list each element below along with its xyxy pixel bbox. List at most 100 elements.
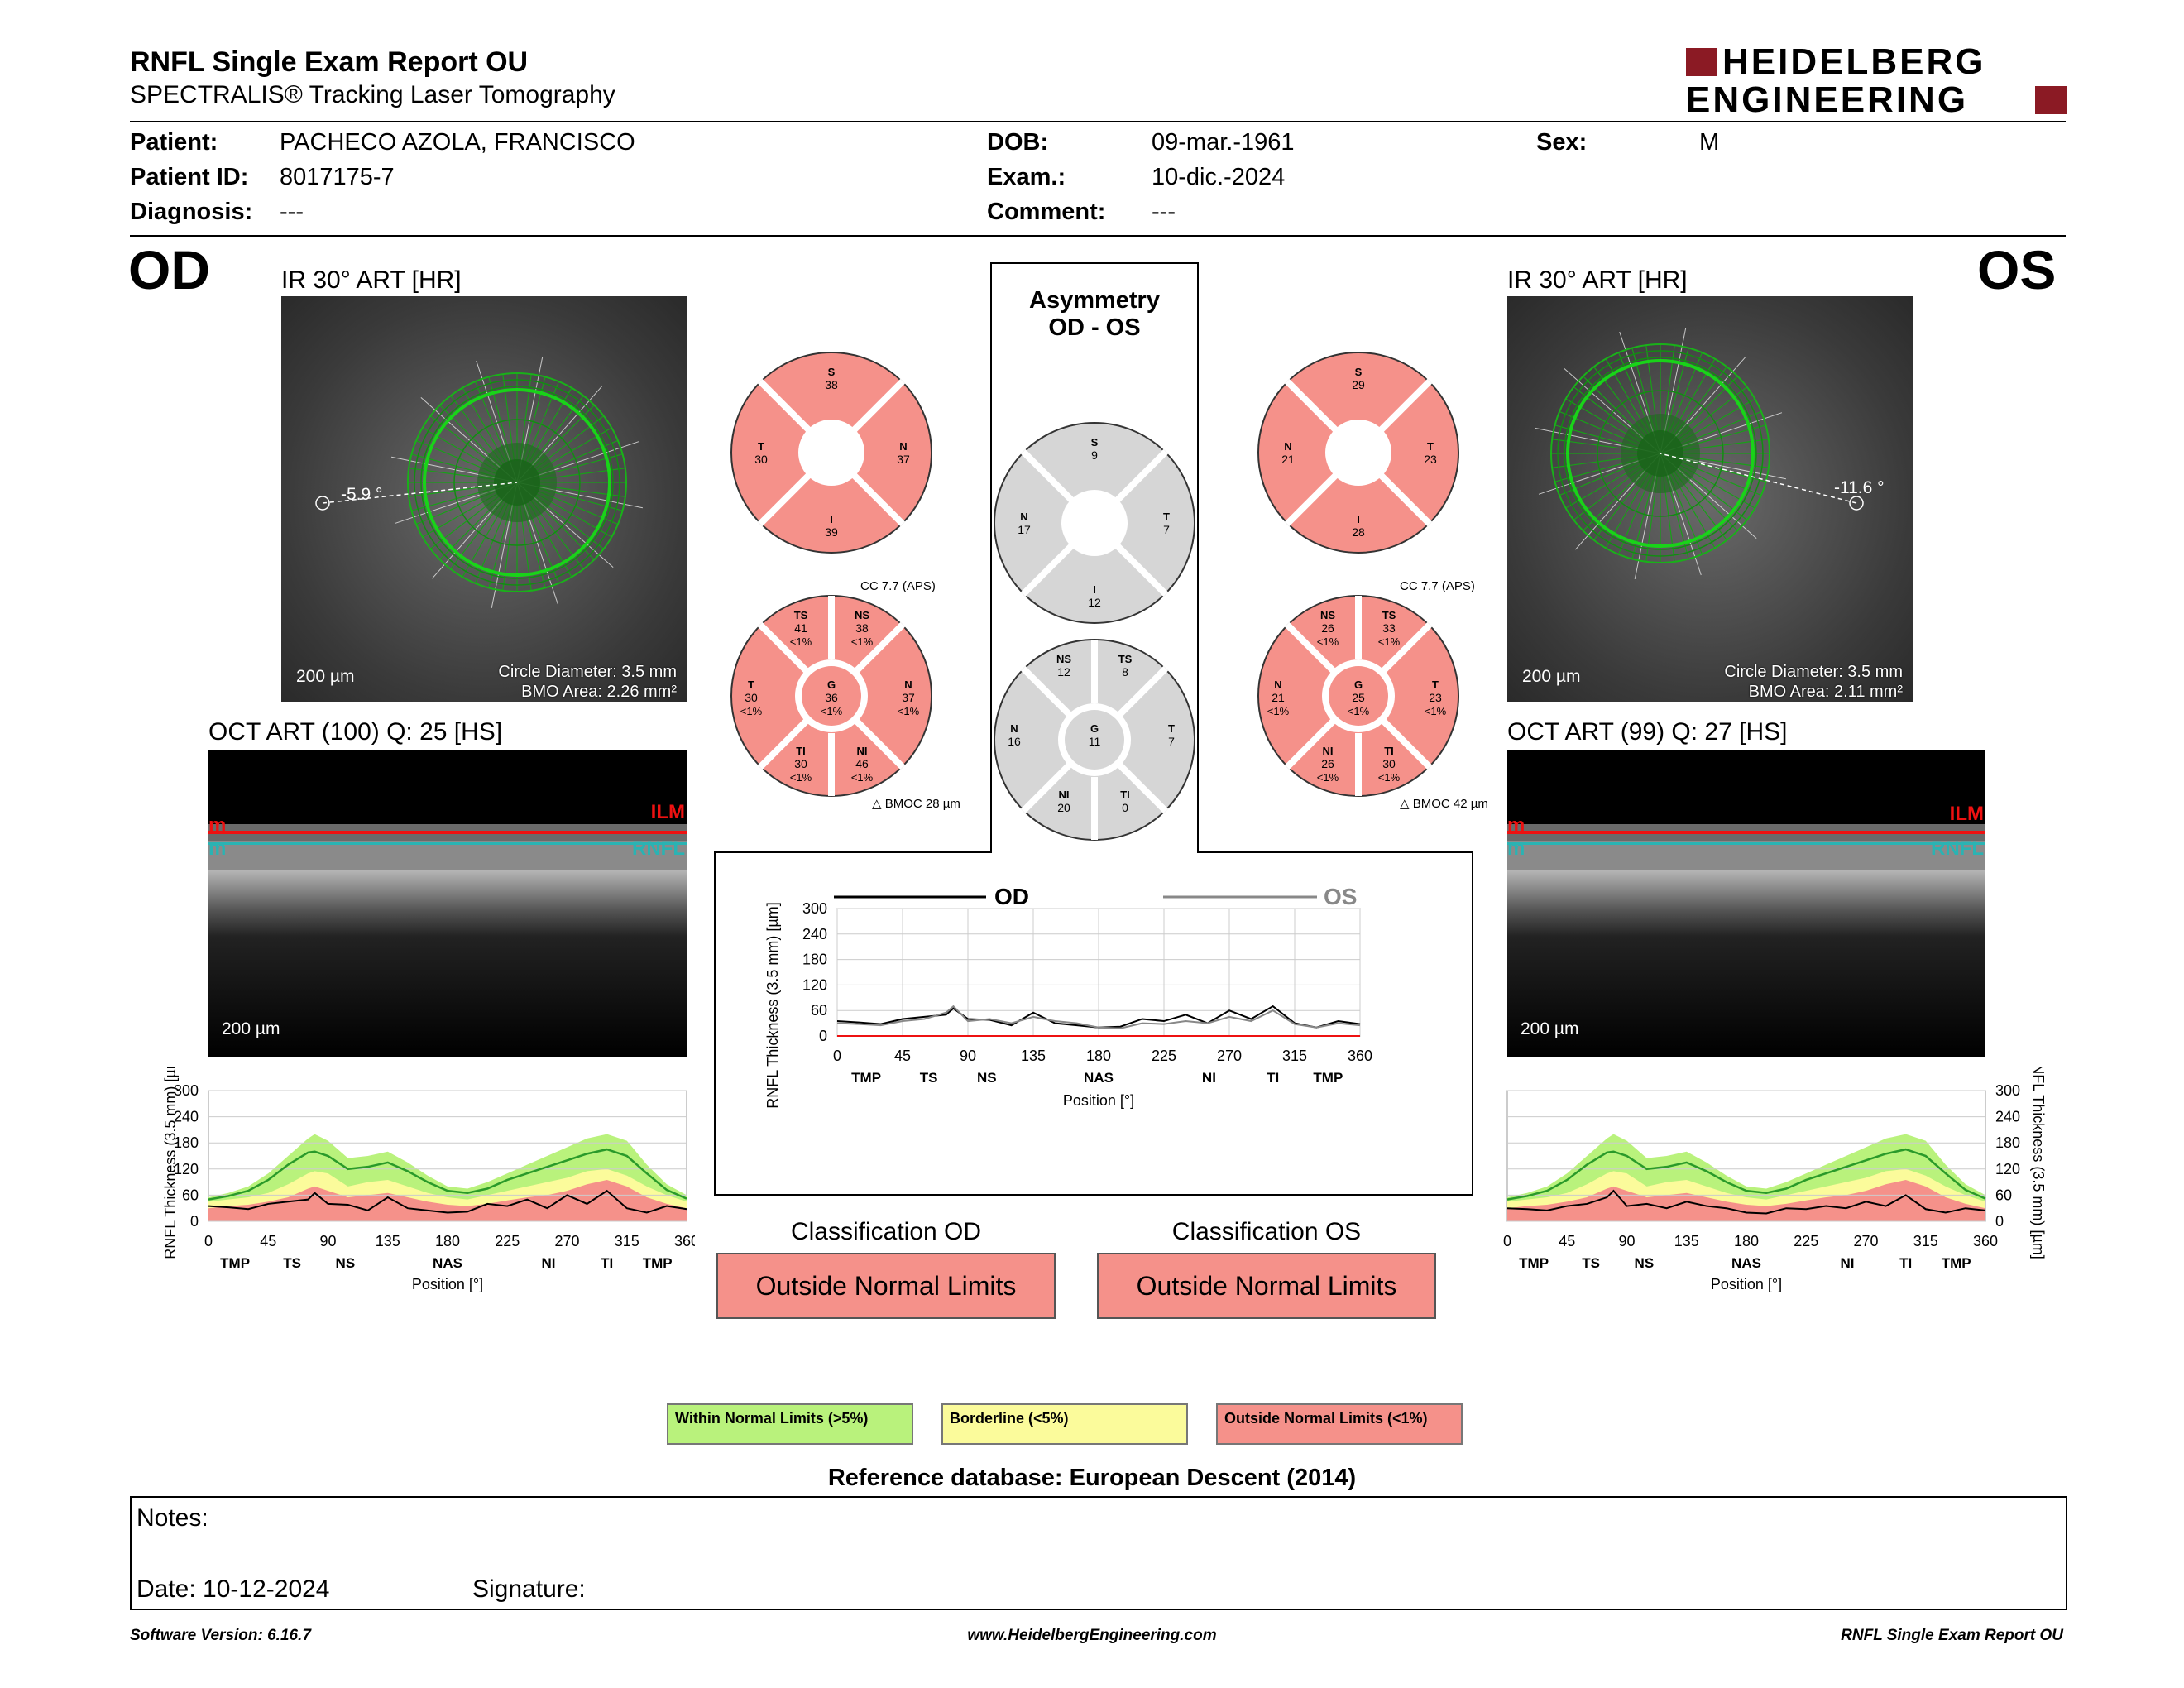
sector-value-TS: 41 [794,621,807,635]
sector-value-T: 23 [1429,691,1442,704]
sector-label-T: T [758,440,764,453]
x-axis-label: Position [°] [412,1276,483,1292]
sector-value-NS: 26 [1321,621,1334,635]
sector-axis-label: TS [920,1070,938,1086]
report-subtitle: SPECTRALIS® Tracking Laser Tomography [130,81,615,108]
os-sector-4: S29 N21 T23 I28 [1257,352,1459,554]
sector-label-TS: TS [794,609,808,621]
sector-label-T: T [1168,722,1175,735]
y-tick-label: 240 [174,1109,199,1125]
sector-label-TI: TI [1384,745,1394,757]
legend-od-label: OD [994,884,1029,909]
sector-label-TI: TI [796,745,806,757]
sector-label-N: N [1284,440,1291,453]
x-tick-label: 90 [319,1233,336,1249]
od-ir-scale: 200 µm [296,667,355,686]
patient-label: Patient: [130,129,218,156]
sector-label-I: I [1357,513,1360,525]
x-tick-label: 315 [1913,1233,1938,1249]
y-tick-label: 240 [802,926,827,942]
x-tick-label: 135 [1674,1233,1699,1249]
x-tick-label: 360 [1348,1048,1372,1064]
sector-value-NI: 46 [855,757,869,770]
sector-center [1325,420,1391,486]
sector-pct-T: <1% [740,705,763,717]
footer-report: RNFL Single Exam Report OU [1841,1627,2063,1644]
od-rnfl-label: RNFL [632,837,685,860]
y-tick-label: 180 [1995,1134,2020,1151]
sector-label-T: T [748,679,754,691]
sector-axis-label: NI [1202,1070,1216,1086]
sector-value-I: 12 [1088,596,1101,609]
sector-center [1065,710,1124,770]
dob-label: DOB: [987,129,1049,156]
sector-pct-NI: <1% [1317,771,1339,784]
asym-sector-4: S9 N17 T7 I12 [994,422,1195,624]
os-bmo-area: BMO Area: 2.11 mm² [1748,683,1903,701]
os-bmoc: △ BMOC 42 µm [1400,797,1488,811]
x-tick-label: 270 [1853,1233,1878,1249]
sector-axis-label: TS [283,1255,301,1271]
sector-value-T: 7 [1168,735,1175,748]
os-oct-edge-rnfl: m [1507,837,1525,860]
band-outside-normal-limits [208,1179,687,1221]
os-rnfl-label: RNFL [1931,837,1984,860]
diagnosis-value: --- [280,199,304,225]
sector-axis-label: NAS [433,1255,462,1271]
sector-label-N: N [904,679,912,691]
reference-database: Reference database: European Descent (20… [827,1465,1357,1491]
sector-value-S: 29 [1352,378,1365,391]
sector-label-NI: NI [1059,789,1070,801]
sector-label-TI: TI [1120,789,1130,801]
sector-center [1329,666,1388,726]
sector-value-N: 16 [1008,735,1021,748]
sector-label-NS: NS [1320,609,1335,621]
sector-value-G: 36 [825,691,838,704]
x-tick-label: 225 [1152,1048,1176,1064]
sector-pct-TI: <1% [790,771,812,784]
sector-label-TS: TS [1382,609,1396,621]
sector-value-TI: 30 [1382,757,1396,770]
sector-label-N: N [1020,511,1027,523]
x-tick-label: 225 [1794,1233,1818,1249]
od-sector-6: TS41<1%NS38<1%T30<1%G36<1%N37<1%TI30<1%N… [730,595,932,797]
notes-date: Date: 10-12-2024 [136,1575,330,1603]
os-circle-scan-overlay [1534,327,1864,580]
os-ir-scale: 200 µm [1522,667,1581,686]
y-axis-label: RNFL Thickness (3.5 mm) [µm] [2030,1067,2047,1259]
sector-value-NI: 26 [1321,757,1334,770]
sex-value: M [1699,129,1720,156]
os-ilm-label: ILM [1949,803,1984,825]
y-tick-label: 0 [819,1028,827,1044]
os-oct-caption: OCT ART (99) Q: 27 [HS] [1507,718,1788,746]
os-bmoc-text: BMOC 42 µm [1412,797,1488,811]
od-cc: CC 7.7 (APS) [860,579,936,593]
report-title: RNFL Single Exam Report OU [130,46,529,78]
x-tick-label: 135 [1021,1048,1046,1064]
od-fundus-image: -5.9 ° 200 µm Circle Diameter: 3.5 mm BM… [281,296,687,702]
x-tick-label: 315 [1282,1048,1307,1064]
legend-within: Within Normal Limits (>5%) [667,1403,913,1445]
od-oct-scale: 200 µm [222,1019,280,1038]
y-tick-label: 300 [1995,1082,2020,1099]
asym-title1: Asymmetry [1029,287,1160,314]
od-line [836,1005,1361,1029]
y-tick-label: 180 [802,952,827,968]
sector-center [802,666,861,726]
patient-line [1506,1189,1986,1215]
diagnosis-label: Diagnosis: [130,199,253,225]
legend-os-label: OS [1324,884,1357,909]
sector-label-N: N [1274,679,1281,691]
os-classification-box: Outside Normal Limits [1097,1253,1436,1319]
sector-value-G: 25 [1352,691,1365,704]
x-tick-label: 225 [495,1233,520,1249]
sector-axis-label: NI [542,1255,556,1271]
od-bmo-area: BMO Area: 2.26 mm² [521,683,677,701]
os-oct-scan: m m ILM RNFL 200 µm [1507,750,1985,1057]
y-tick-label: 240 [1995,1109,2020,1125]
sector-pct-G: <1% [1348,705,1370,717]
x-tick-label: 360 [1973,1233,1998,1249]
sector-label-G: G [1354,679,1363,691]
